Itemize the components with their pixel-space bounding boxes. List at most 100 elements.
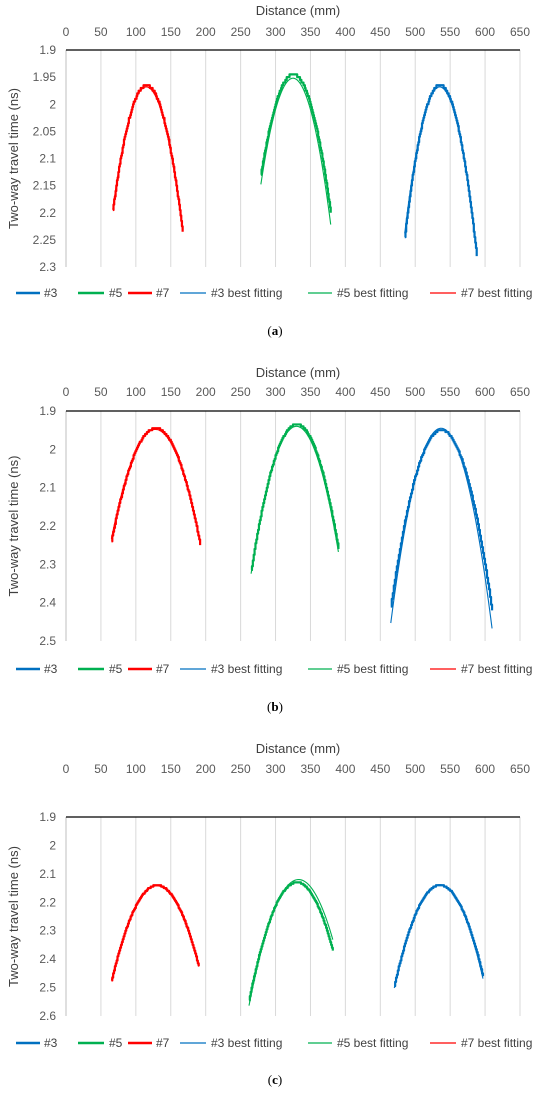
- x-tick-label: 250: [231, 25, 251, 39]
- figure-caption: (a): [267, 323, 282, 338]
- y-tick-label: 2.2: [39, 519, 56, 533]
- x-tick-label: 200: [196, 385, 216, 399]
- legend-label: #3: [44, 1036, 58, 1050]
- legend-label: #3 best fitting: [211, 1036, 282, 1050]
- y-tick-label: 1.95: [33, 70, 57, 84]
- x-tick-label: 450: [370, 385, 390, 399]
- x-tick-label: 50: [94, 762, 108, 776]
- series-line-measured: [260, 73, 332, 213]
- x-tick-label: 300: [266, 25, 286, 39]
- series-line-fit: [110, 885, 200, 981]
- x-tick-label: 650: [510, 385, 530, 399]
- y-tick-label: 2.1: [39, 867, 56, 881]
- y-tick-label: 2.4: [39, 952, 56, 966]
- legend-label: #3 best fitting: [211, 662, 282, 676]
- y-tick-label: 2.5: [39, 634, 56, 648]
- x-tick-label: 550: [440, 762, 460, 776]
- y-tick-label: 2.3: [39, 260, 56, 274]
- y-tick-label: 2.3: [39, 557, 56, 571]
- legend-label: #5 best fitting: [337, 1036, 408, 1050]
- y-tick-label: 2.6: [39, 1009, 56, 1023]
- series-line-fit: [248, 878, 334, 1006]
- legend-label: #7 best fitting: [461, 1036, 532, 1050]
- x-axis-title: Distance (mm): [256, 741, 341, 756]
- chart-panel-a: 0 50 100 150 200 250 300 350 400 450 500 550 600 650 D…: [6, 3, 532, 338]
- series-line-fit: [112, 86, 184, 231]
- figure-caption: (b): [267, 699, 283, 714]
- x-tick-label: 150: [161, 385, 181, 399]
- x-tick-label: 50: [94, 385, 108, 399]
- x-tick-label: 0: [63, 762, 70, 776]
- x-tick-label: 200: [196, 25, 216, 39]
- legend-label: #3: [44, 662, 58, 676]
- y-axis-title: Two-way travel time (ns): [6, 456, 21, 597]
- x-tick-label: 100: [126, 25, 146, 39]
- y-tick-label: 2.25: [33, 233, 57, 247]
- x-tick-label: 250: [231, 385, 251, 399]
- x-tick-label: 200: [196, 762, 216, 776]
- legend-label: #5: [109, 286, 123, 300]
- y-tick-label: 2.1: [39, 481, 56, 495]
- x-tick-label: 500: [405, 762, 425, 776]
- chart-panel-b: 0 50 100 150 200 250 300 350 400 450 500 550 600 650 D…: [6, 365, 532, 714]
- figure-caption: (c): [268, 1072, 282, 1087]
- x-tick-label: 600: [475, 385, 495, 399]
- x-tick-label: 350: [300, 385, 320, 399]
- x-tick-label: 500: [405, 385, 425, 399]
- y-tick-label: 2.15: [33, 179, 57, 193]
- x-tick-label: 50: [94, 25, 108, 39]
- series-line-fit: [393, 884, 484, 989]
- x-axis-title: Distance (mm): [256, 365, 341, 380]
- legend-label: #7: [156, 286, 170, 300]
- y-tick-label: 1.9: [39, 404, 56, 418]
- y-tick-label: 2: [49, 97, 56, 111]
- x-tick-label: 150: [161, 25, 181, 39]
- series-line-measured: [250, 423, 340, 572]
- legend-label: #7: [156, 1036, 170, 1050]
- series-line-fit: [260, 77, 332, 225]
- legend-label: #7 best fitting: [461, 286, 532, 300]
- x-tick-label: 500: [405, 25, 425, 39]
- x-tick-label: 350: [300, 762, 320, 776]
- y-tick-label: 2.4: [39, 596, 56, 610]
- x-tick-label: 450: [370, 762, 390, 776]
- y-tick-label: 2.2: [39, 206, 56, 220]
- y-tick-label: 1.9: [39, 810, 56, 824]
- x-tick-label: 650: [510, 762, 530, 776]
- legend-label: #7: [156, 662, 170, 676]
- y-tick-label: 2.1: [39, 152, 56, 166]
- legend-label: #5 best fitting: [337, 286, 408, 300]
- series-line-fit: [250, 425, 339, 574]
- x-tick-label: 400: [335, 25, 355, 39]
- y-axis-title: Two-way travel time (ns): [6, 88, 21, 229]
- legend-label: #3 best fitting: [211, 286, 282, 300]
- legend-label: #3: [44, 286, 58, 300]
- x-tick-label: 600: [475, 762, 495, 776]
- series-line-fit: [110, 428, 201, 543]
- x-tick-label: 400: [335, 385, 355, 399]
- y-axis-title: Two-way travel time (ns): [6, 846, 21, 987]
- legend-label: #5: [109, 1036, 123, 1050]
- x-tick-label: 0: [63, 385, 70, 399]
- y-tick-label: 2.05: [33, 124, 57, 138]
- y-tick-label: 2.3: [39, 924, 56, 938]
- x-axis-title: Distance (mm): [256, 3, 341, 18]
- legend-label: #7 best fitting: [461, 662, 532, 676]
- y-tick-label: 2.2: [39, 895, 56, 909]
- x-tick-label: 400: [335, 762, 355, 776]
- x-tick-label: 300: [266, 762, 286, 776]
- x-tick-label: 650: [510, 25, 530, 39]
- legend-label: #5: [109, 662, 123, 676]
- y-tick-label: 2: [49, 838, 56, 852]
- y-tick-label: 2.5: [39, 981, 56, 995]
- x-tick-label: 450: [370, 25, 390, 39]
- x-tick-label: 150: [161, 762, 181, 776]
- x-tick-label: 250: [231, 762, 251, 776]
- series-line-fit: [390, 427, 493, 629]
- y-tick-label: 1.9: [39, 43, 56, 57]
- chart-panel-c: 0 50 100 150 200 250 300 350 400 450 500 550 600 650 D…: [6, 741, 532, 1087]
- legend-label: #5 best fitting: [337, 662, 408, 676]
- series-line-measured: [248, 881, 334, 1002]
- x-tick-label: 350: [300, 25, 320, 39]
